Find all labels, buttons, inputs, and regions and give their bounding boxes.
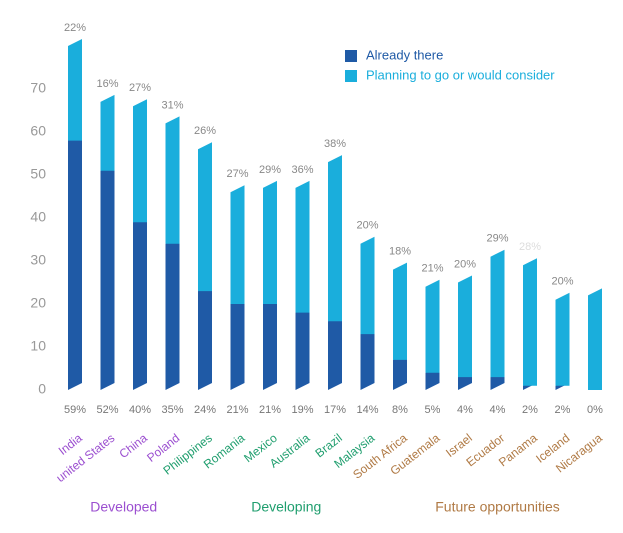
- bottom-label: 19%: [291, 404, 313, 416]
- top-label: 16%: [96, 78, 118, 90]
- bar-segment: [133, 99, 147, 223]
- bottom-label: 4%: [490, 404, 506, 416]
- y-tick-label: 30: [30, 252, 46, 268]
- x-tick-label: China: [116, 431, 150, 462]
- bar-segment: [230, 185, 245, 304]
- bar-segment: [230, 297, 245, 390]
- top-label: 27%: [129, 82, 151, 94]
- bottom-label: 2%: [555, 404, 571, 416]
- bar-segment: [588, 288, 602, 390]
- bar-segment: [458, 275, 472, 378]
- bottom-label: 21%: [259, 404, 281, 416]
- top-label: 26%: [194, 125, 216, 137]
- bar-segment: [263, 180, 277, 304]
- bar-segment: [100, 163, 115, 390]
- y-tick-label: 60: [30, 123, 46, 139]
- bar-segment: [360, 327, 375, 390]
- x-tick-label: united States: [53, 431, 117, 485]
- bottom-label: 0%: [587, 404, 603, 416]
- bar-segment: [425, 279, 440, 373]
- top-label: 22%: [64, 22, 86, 34]
- top-label: 28%: [519, 241, 541, 253]
- bottom-label: 17%: [324, 404, 346, 416]
- top-label: 20%: [454, 258, 476, 270]
- bar-segment: [68, 39, 82, 141]
- bar-segment: [393, 352, 407, 390]
- bar-segment: [328, 314, 342, 390]
- bar-segment: [263, 297, 277, 390]
- bottom-label: 59%: [64, 404, 86, 416]
- bar-segment: [360, 236, 375, 335]
- bar-segment: [555, 292, 570, 386]
- bottom-label: 8%: [392, 404, 408, 416]
- legend-swatch: [345, 50, 357, 62]
- bar-segment: [295, 305, 310, 390]
- y-tick-label: 20: [30, 295, 46, 311]
- bar-segment: [198, 142, 212, 292]
- bottom-label: 14%: [356, 404, 378, 416]
- top-label: 21%: [421, 263, 443, 275]
- bottom-label: 40%: [129, 404, 151, 416]
- bar-segment: [68, 133, 82, 390]
- legend-label: Already there: [366, 47, 443, 62]
- bottom-label: 5%: [425, 404, 441, 416]
- bar-segment: [165, 236, 180, 390]
- top-label: 20%: [551, 276, 573, 288]
- bar-segment: [165, 116, 180, 244]
- group-label: Future opportunities: [435, 499, 560, 515]
- top-label: 29%: [486, 233, 508, 245]
- bar-segment: [490, 249, 505, 378]
- bottom-label: 35%: [161, 404, 183, 416]
- bottom-label: 4%: [457, 404, 473, 416]
- top-label: 29%: [259, 164, 281, 176]
- bottom-label: 2%: [522, 404, 538, 416]
- top-label: 31%: [161, 99, 183, 111]
- bottom-label: 24%: [194, 404, 216, 416]
- bar-segment: [328, 155, 342, 322]
- y-tick-label: 70: [30, 80, 46, 96]
- group-label: Developing: [251, 499, 321, 515]
- top-label: 27%: [226, 168, 248, 180]
- legend-swatch: [345, 70, 357, 82]
- bar-segment: [133, 215, 147, 390]
- group-label: Developed: [90, 499, 157, 515]
- y-tick-label: 10: [30, 338, 46, 354]
- bar-segment: [198, 284, 212, 390]
- bottom-label: 52%: [96, 404, 118, 416]
- top-label: 20%: [356, 220, 378, 232]
- bottom-label: 21%: [226, 404, 248, 416]
- bar-segment: [393, 262, 407, 360]
- bar-segment: [523, 258, 537, 386]
- y-tick-label: 50: [30, 166, 46, 182]
- legend-label: Planning to go or would consider: [366, 67, 555, 82]
- bar-segment: [100, 94, 115, 171]
- top-label: 18%: [389, 246, 411, 258]
- top-label: 36%: [291, 164, 313, 176]
- y-tick-label: 40: [30, 209, 46, 225]
- bar-segment: [295, 180, 310, 313]
- top-label: 38%: [324, 138, 346, 150]
- y-tick-label: 0: [38, 381, 46, 397]
